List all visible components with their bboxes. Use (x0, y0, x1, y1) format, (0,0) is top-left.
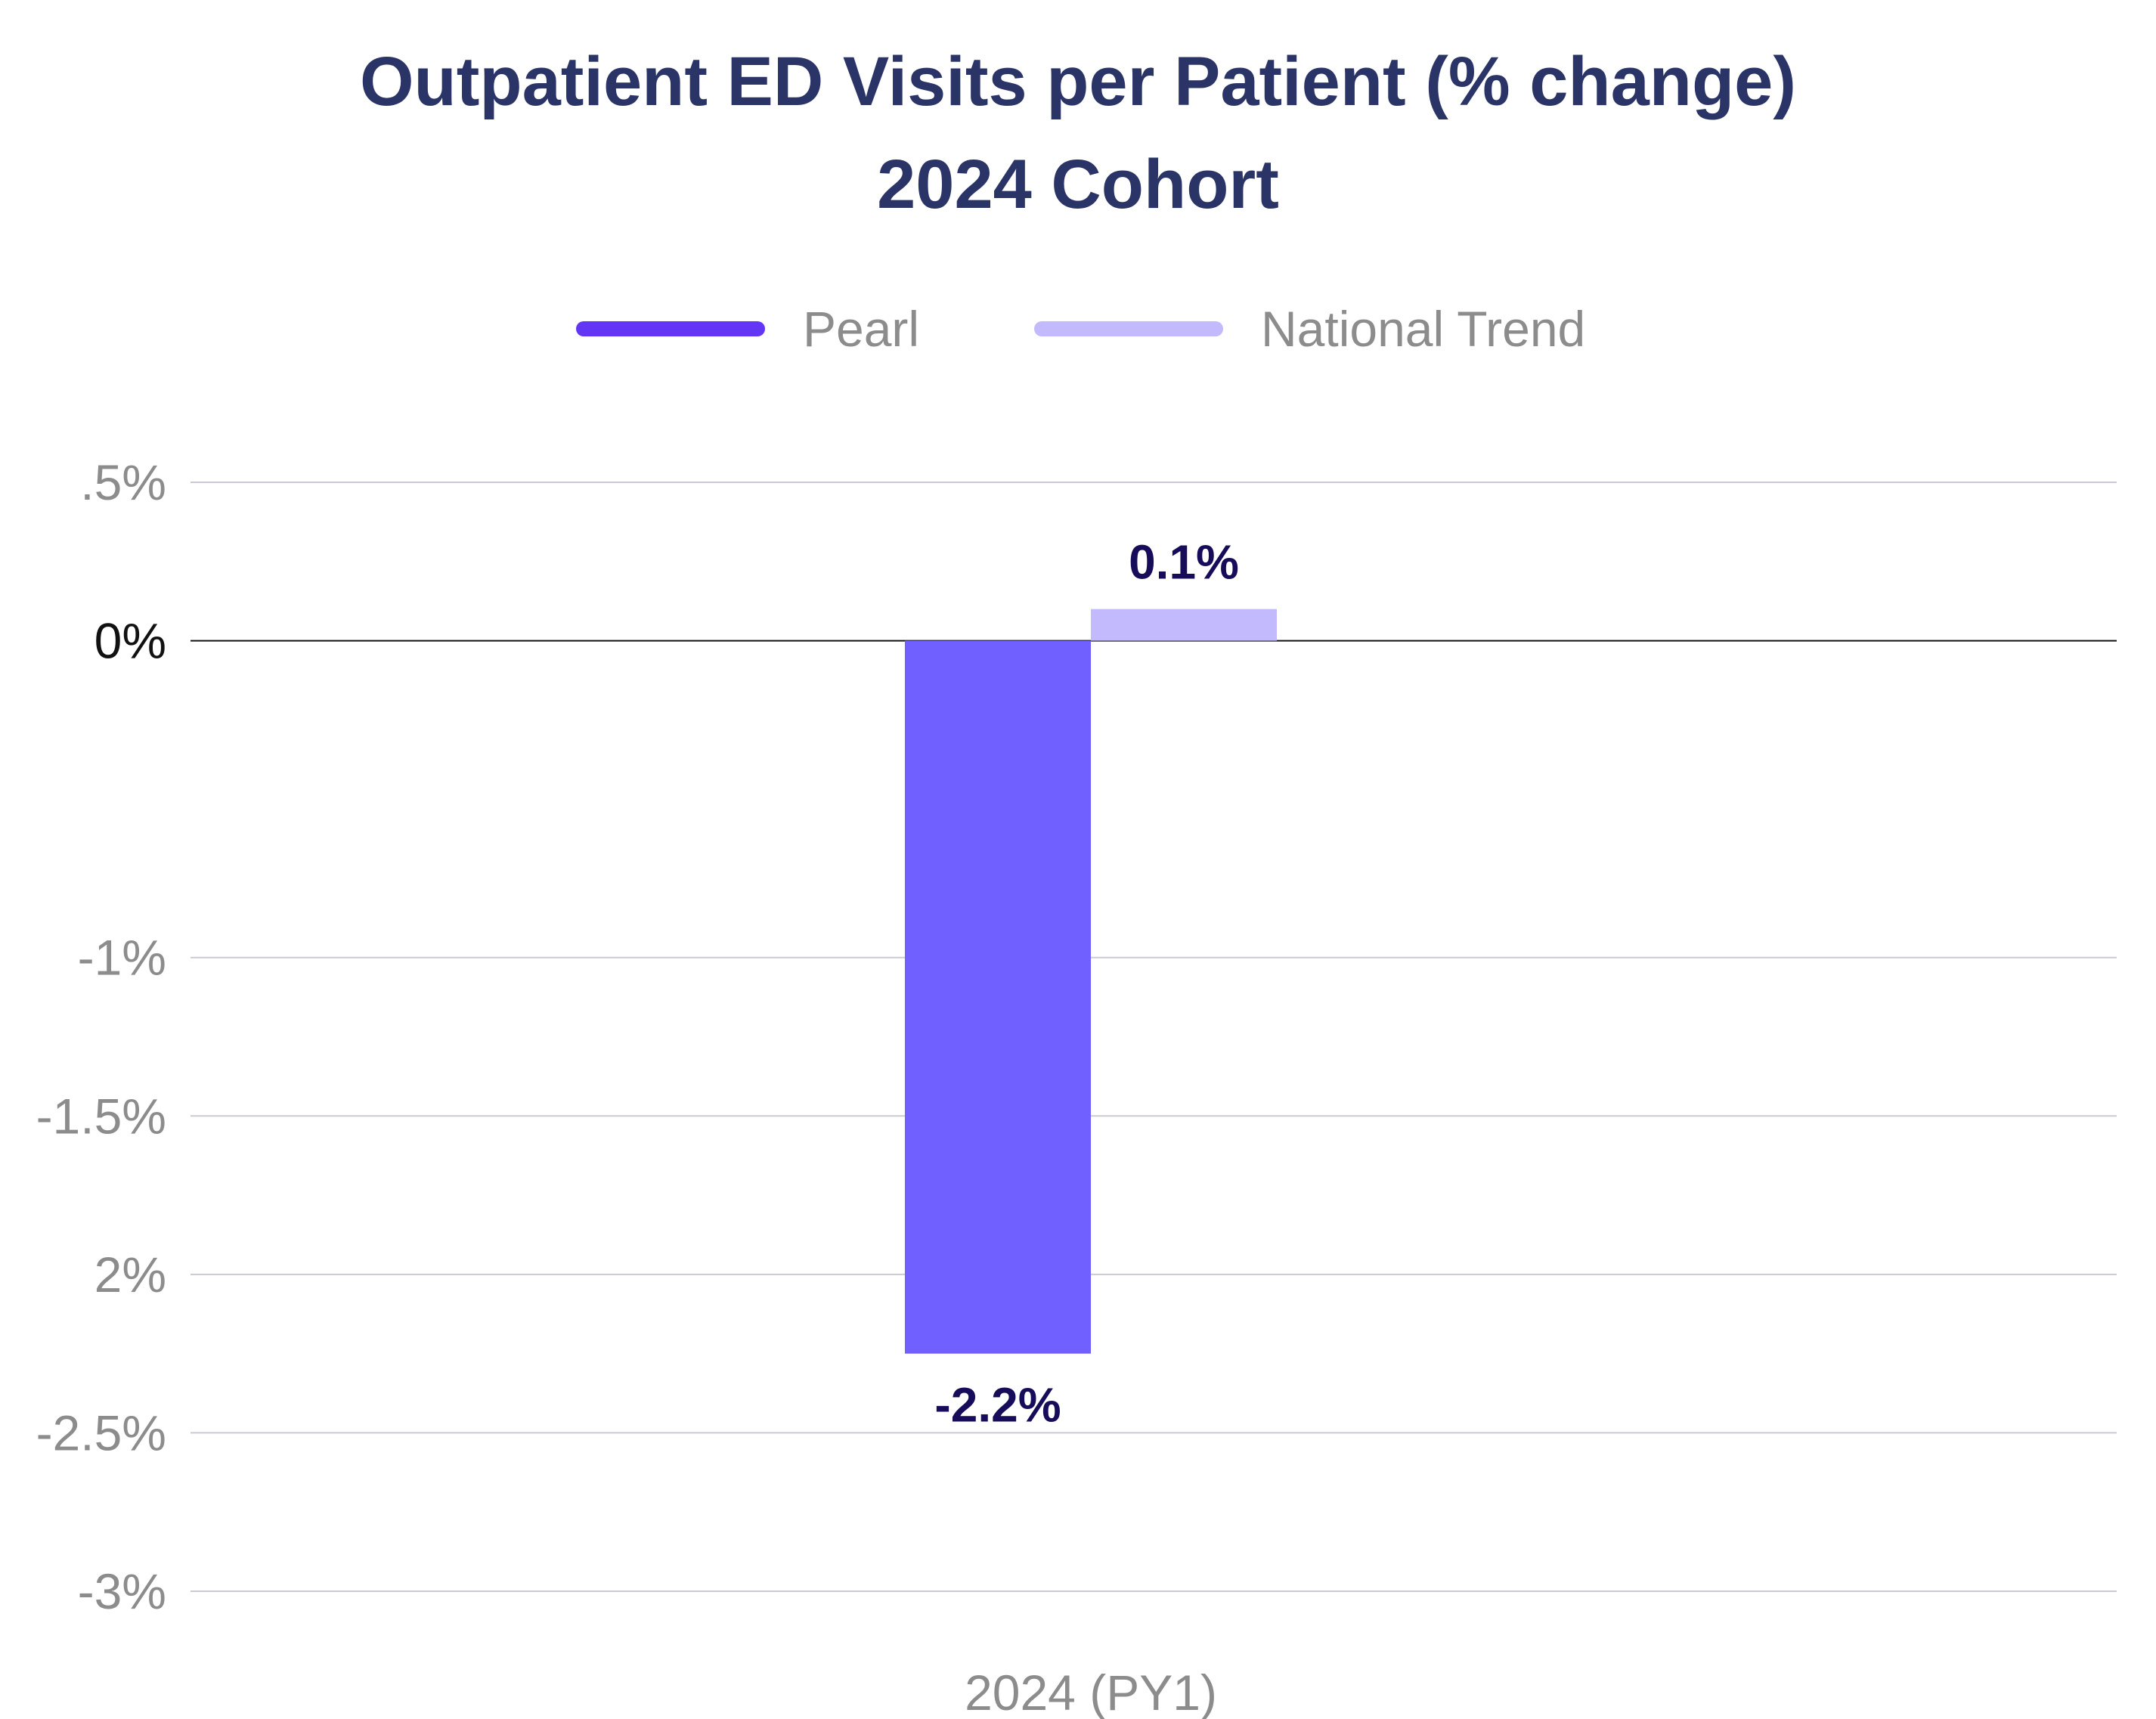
chart-title-line-2: 2024 Cohort (877, 146, 1279, 223)
legend-label-pearl: Pearl (803, 301, 920, 357)
y-tick-label: .5% (80, 454, 166, 510)
y-tick-label: -1% (78, 930, 166, 986)
y-tick-label: -1.5% (36, 1088, 166, 1144)
legend-label-national-trend: National Trend (1261, 301, 1586, 357)
y-tick-label: 0% (94, 613, 166, 669)
data-label-national-trend: 0.1% (1129, 535, 1239, 590)
bar-national-trend (1091, 609, 1277, 641)
y-tick-label: -3% (78, 1563, 166, 1619)
legend-item-pearl[interactable]: Pearl (576, 295, 919, 363)
y-tick-label: 2% (94, 1247, 166, 1302)
y-tick-label: -2.5% (36, 1405, 166, 1460)
legend-swatch-national-trend (1034, 321, 1223, 336)
legend-item-national-trend[interactable]: National Trend (1034, 295, 1585, 363)
chart-title-line-1: Outpatient ED Visits per Patient (% chan… (360, 43, 1796, 120)
x-tick-label: 2024 (PY1) (965, 1665, 1217, 1719)
bar-pearl (905, 640, 1091, 1354)
legend-swatch-pearl (576, 321, 765, 336)
data-label-pearl: -2.2% (934, 1378, 1061, 1432)
